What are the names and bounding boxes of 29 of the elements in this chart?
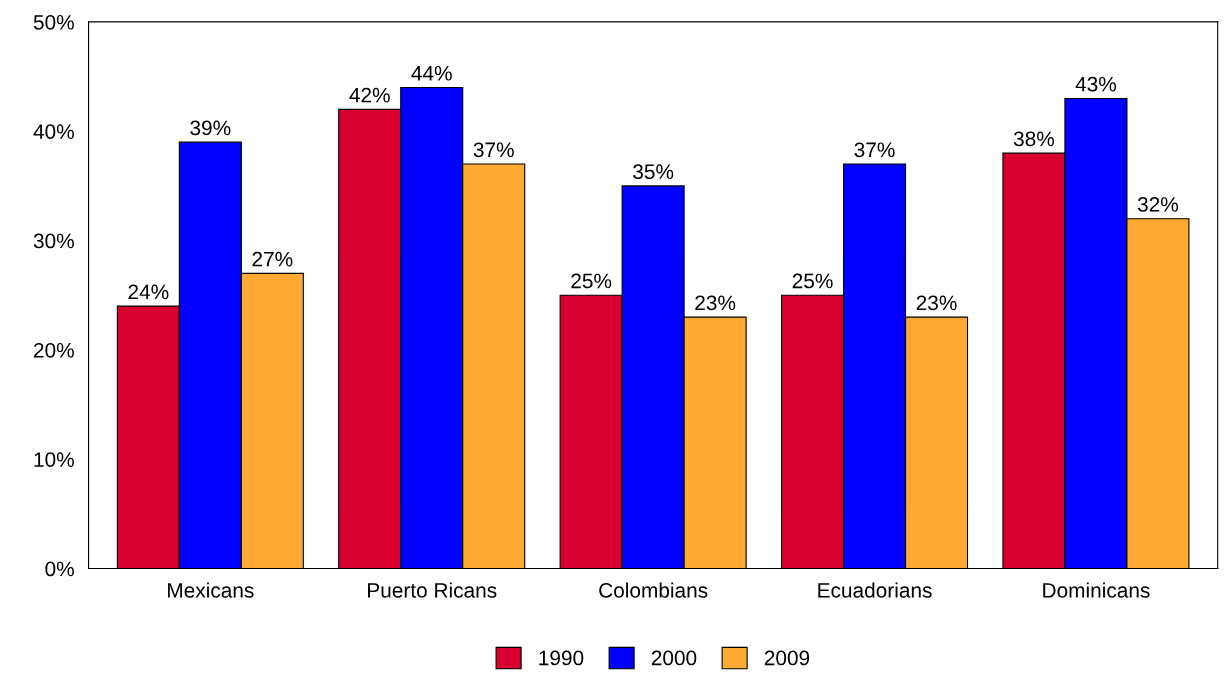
x-tick-label: Puerto Ricans bbox=[368, 582, 497, 598]
data-label: 38% bbox=[1013, 131, 1055, 147]
data-label: 43% bbox=[1075, 76, 1117, 92]
data-label: 25% bbox=[792, 273, 833, 289]
y-tick-label: 10% bbox=[34, 452, 74, 467]
data-label: 37% bbox=[473, 142, 514, 158]
data-label: 23% bbox=[916, 295, 957, 311]
y-tick-label: 20% bbox=[34, 342, 74, 358]
data-label: 27% bbox=[252, 251, 293, 267]
legend-label: 1990 bbox=[539, 650, 584, 666]
data-label: 44% bbox=[411, 65, 452, 81]
x-tick-label: Colombians bbox=[599, 582, 708, 598]
data-label: 37% bbox=[854, 142, 895, 158]
data-label: 24% bbox=[128, 284, 169, 300]
data-label: 39% bbox=[190, 120, 231, 136]
data-label: 35% bbox=[633, 164, 674, 180]
data-label: 25% bbox=[571, 273, 612, 289]
data-label: 32% bbox=[1137, 197, 1179, 212]
y-tick-label: 30% bbox=[33, 233, 74, 249]
data-label: 23% bbox=[695, 295, 736, 311]
y-tick-label: 0% bbox=[45, 561, 74, 577]
y-tick-label: 40% bbox=[33, 124, 74, 139]
data-label: 42% bbox=[349, 87, 390, 103]
legend-label: 2000 bbox=[651, 650, 697, 666]
x-tick-label: Mexicans bbox=[168, 582, 254, 598]
y-tick-label: 50% bbox=[33, 14, 74, 30]
legend-label: 2009 bbox=[764, 650, 810, 666]
x-tick-label: Dominicans bbox=[1043, 582, 1150, 598]
x-tick-label: Ecuadorians bbox=[818, 582, 932, 598]
